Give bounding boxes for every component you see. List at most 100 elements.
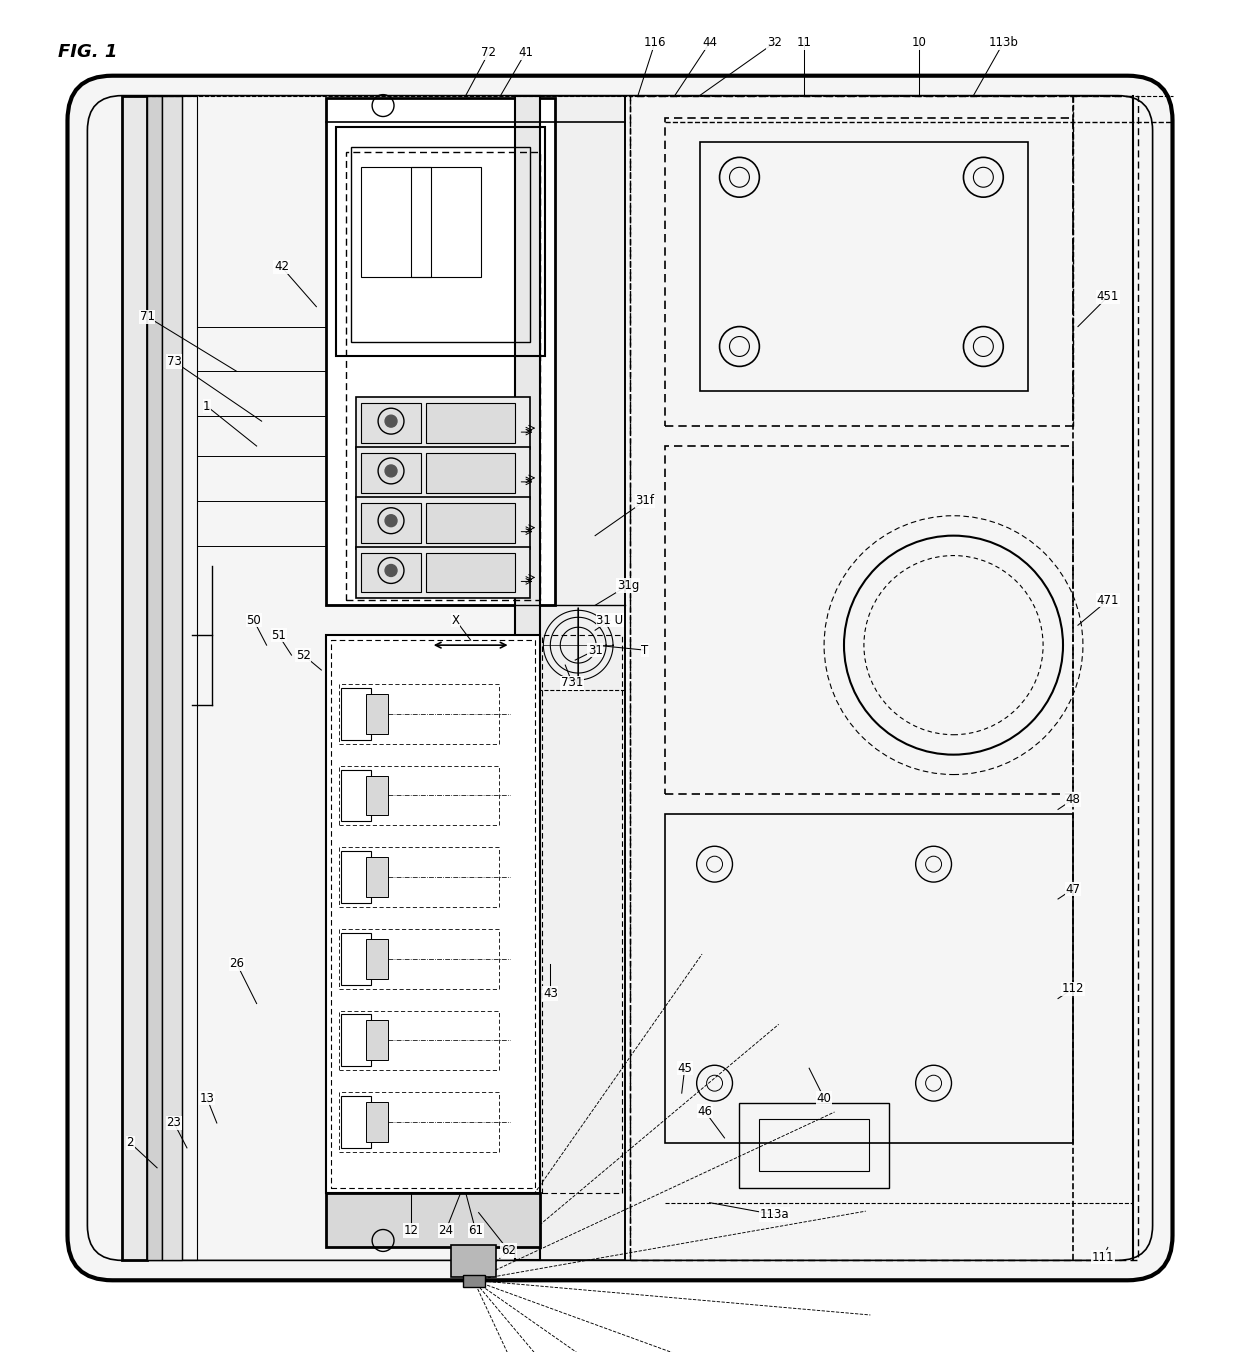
Bar	[326, 1192, 541, 1248]
Text: 113a: 113a	[759, 1209, 789, 1221]
Bar	[341, 688, 371, 740]
Text: 31 U: 31 U	[596, 614, 624, 627]
Text: 61: 61	[469, 1224, 484, 1237]
Bar	[346, 152, 541, 600]
Bar	[341, 932, 371, 985]
Text: 47: 47	[1065, 882, 1080, 896]
Text: 10: 10	[911, 37, 926, 49]
Bar	[366, 775, 388, 816]
Bar	[326, 635, 541, 1192]
Text: 11: 11	[796, 37, 812, 49]
Bar	[366, 694, 388, 734]
Bar	[366, 858, 388, 897]
Circle shape	[386, 515, 397, 527]
Text: 32: 32	[766, 37, 781, 49]
Bar	[361, 167, 430, 276]
Text: 52: 52	[296, 649, 311, 661]
Bar	[182, 96, 197, 1260]
Text: 62: 62	[501, 1244, 516, 1257]
Text: 42: 42	[274, 260, 289, 274]
Text: 112: 112	[1061, 982, 1084, 995]
Bar	[425, 503, 516, 542]
Bar	[699, 142, 1028, 392]
Bar	[759, 1119, 869, 1171]
Bar	[542, 635, 622, 1192]
Text: 1: 1	[203, 400, 211, 413]
Bar	[340, 1011, 498, 1070]
Text: 12: 12	[403, 1224, 418, 1237]
Text: 50: 50	[247, 614, 262, 627]
Text: 731: 731	[560, 676, 583, 690]
Text: 44: 44	[702, 37, 717, 49]
Bar	[356, 397, 531, 449]
Text: 26: 26	[229, 957, 244, 970]
Bar	[451, 1245, 496, 1278]
Bar	[425, 453, 516, 493]
Text: 23: 23	[166, 1117, 181, 1130]
Text: 43: 43	[543, 986, 558, 1000]
Bar	[336, 127, 546, 356]
Text: 46: 46	[697, 1104, 712, 1118]
Bar	[331, 640, 536, 1188]
Bar	[340, 1092, 498, 1152]
Text: 471: 471	[1096, 593, 1118, 607]
Text: 113b: 113b	[988, 37, 1018, 49]
Text: 31g: 31g	[616, 579, 639, 592]
Bar	[326, 98, 556, 606]
Bar	[366, 939, 388, 978]
Text: 116: 116	[644, 37, 666, 49]
Bar	[739, 1103, 889, 1188]
Bar	[665, 814, 1073, 1142]
Circle shape	[386, 465, 397, 477]
FancyBboxPatch shape	[67, 76, 1173, 1280]
Bar	[341, 1096, 371, 1148]
Text: 31: 31	[588, 644, 603, 657]
Bar	[123, 96, 148, 1260]
Circle shape	[386, 565, 397, 576]
Bar	[425, 553, 516, 592]
Text: X: X	[451, 614, 460, 627]
Bar	[630, 96, 1137, 1260]
Text: 31f: 31f	[635, 495, 655, 507]
Text: 2: 2	[126, 1137, 134, 1149]
Bar	[361, 553, 420, 592]
Bar	[463, 1275, 485, 1287]
Text: 48: 48	[1065, 793, 1080, 806]
Bar	[148, 96, 162, 1260]
Bar	[366, 1102, 388, 1142]
Bar	[340, 766, 498, 825]
Text: 45: 45	[677, 1062, 692, 1075]
Bar	[410, 167, 481, 276]
Bar	[665, 118, 1073, 425]
Bar	[351, 148, 531, 341]
Bar	[341, 851, 371, 902]
Text: 40: 40	[817, 1092, 832, 1104]
Text: FIG. 1: FIG. 1	[57, 43, 117, 61]
Bar	[340, 930, 498, 989]
Bar	[361, 453, 420, 493]
Text: T: T	[641, 644, 649, 657]
Text: 73: 73	[166, 355, 181, 369]
Bar	[162, 96, 182, 1260]
Bar	[341, 1015, 371, 1066]
Text: 41: 41	[518, 46, 533, 60]
Bar	[340, 684, 498, 744]
Text: 71: 71	[140, 310, 155, 322]
Bar	[665, 446, 1073, 794]
Bar	[356, 546, 531, 599]
Bar	[541, 96, 625, 1260]
Bar	[340, 847, 498, 906]
Bar	[366, 1020, 388, 1060]
Bar	[425, 404, 516, 443]
Text: 451: 451	[1096, 290, 1118, 304]
Text: 72: 72	[481, 46, 496, 60]
Bar	[361, 404, 420, 443]
Text: 13: 13	[200, 1092, 215, 1104]
Text: 51: 51	[272, 629, 286, 642]
Bar	[341, 770, 371, 821]
Text: 24: 24	[438, 1224, 454, 1237]
Bar	[356, 497, 531, 549]
Circle shape	[386, 415, 397, 427]
Bar	[516, 96, 541, 1260]
Text: 111: 111	[1091, 1251, 1114, 1264]
